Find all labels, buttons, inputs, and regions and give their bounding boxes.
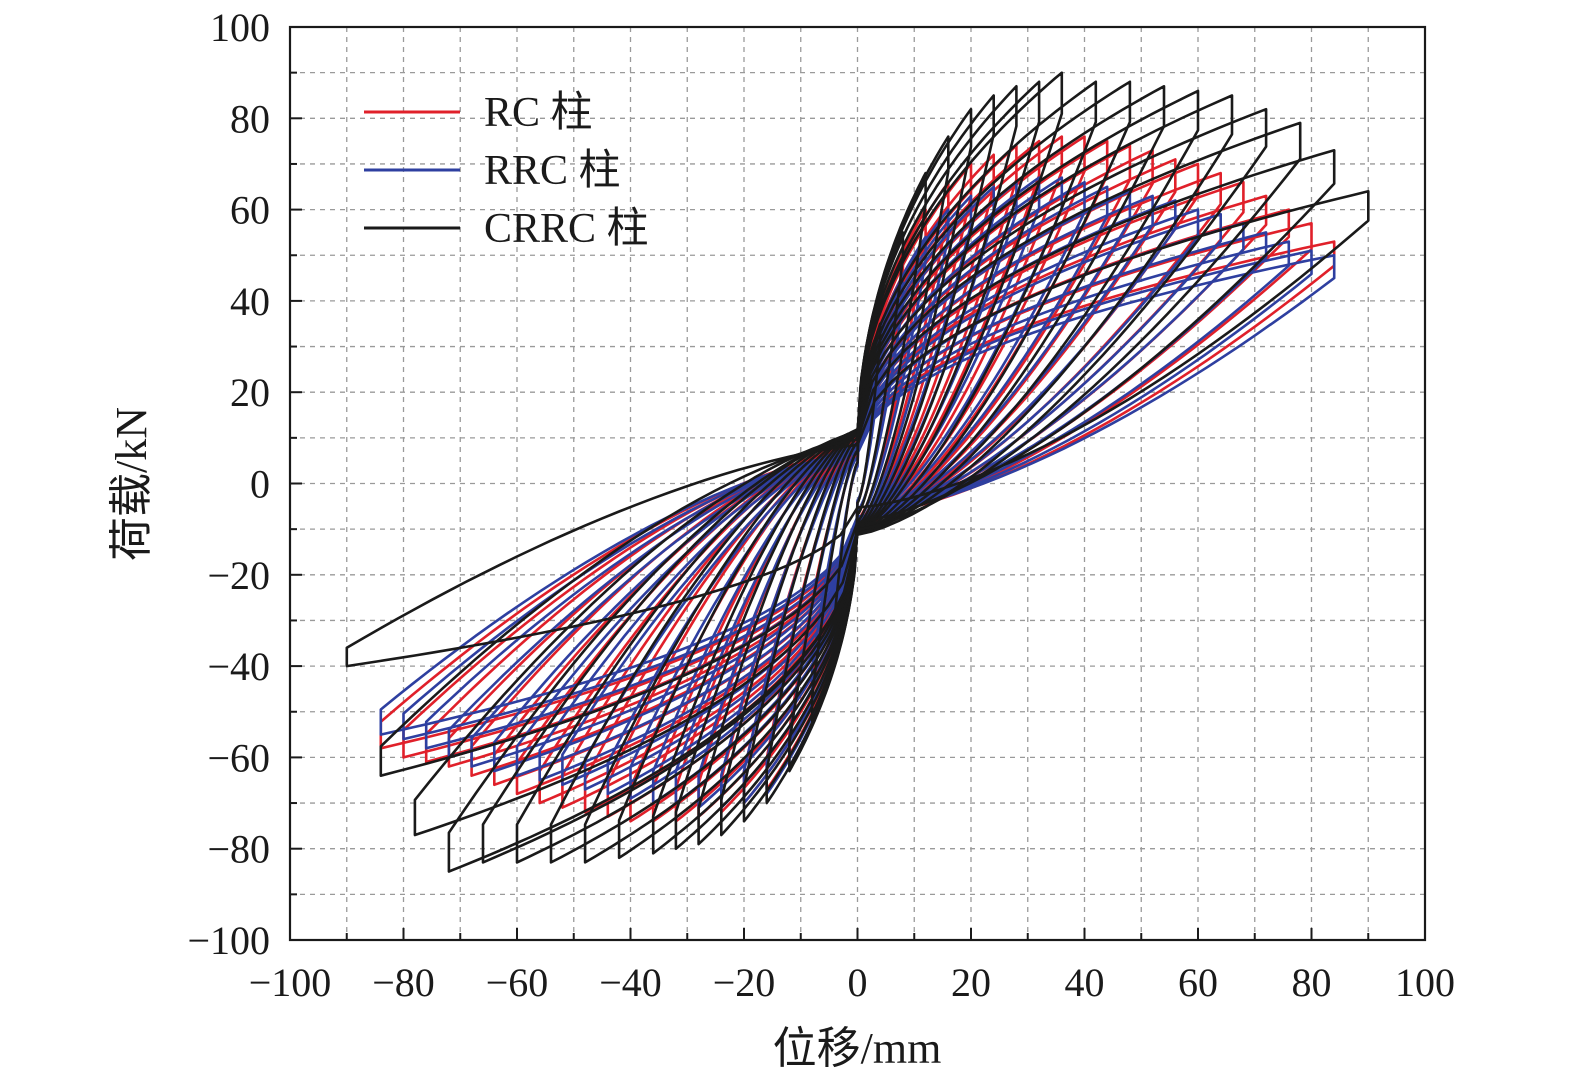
legend-label-rrc: RRC 柱: [484, 148, 621, 194]
y-tick-label: 20: [230, 370, 270, 415]
x-tick-label: −100: [249, 960, 332, 1005]
legend-label-rc: RC 柱: [484, 90, 593, 136]
hysteresis-loop: [742, 107, 973, 823]
plot-area: [345, 71, 1370, 873]
x-tick-label: 80: [1292, 960, 1332, 1005]
hysteresis-loop: [345, 190, 1370, 668]
y-tick-label: −20: [207, 553, 270, 598]
x-tick-label: −20: [713, 960, 776, 1005]
hysteresis-loop: [617, 80, 1098, 860]
y-tick-label: 100: [210, 5, 270, 50]
hysteresis-loop: [651, 71, 1064, 855]
y-tick-label: 80: [230, 96, 270, 141]
hysteresis-loop: [742, 194, 973, 805]
hysteresis-loop: [697, 85, 1018, 846]
hysteresis-loop: [447, 194, 1268, 768]
y-tick-label: 40: [230, 279, 270, 324]
legend-label-crrc: CRRC 柱: [484, 206, 649, 252]
hysteresis-loop: [413, 121, 1302, 837]
x-tick-label: −40: [599, 960, 662, 1005]
series-2: [345, 71, 1370, 873]
y-tick-label: −40: [207, 644, 270, 689]
hysteresis-loop: [720, 94, 995, 837]
x-tick-label: 0: [848, 960, 868, 1005]
hysteresis-loop: [481, 94, 1234, 864]
x-tick-label: −60: [486, 960, 549, 1005]
x-tick-label: 40: [1065, 960, 1105, 1005]
x-tick-label: −80: [372, 960, 435, 1005]
x-axis-title: 位移/mm: [773, 1024, 942, 1073]
legend: RC 柱 RRC 柱 CRRC 柱: [364, 90, 649, 252]
y-axis-title: 荷载/kN: [107, 407, 156, 561]
x-tick-label: 60: [1178, 960, 1218, 1005]
x-tick-label: 100: [1395, 960, 1455, 1005]
hysteresis-loop: [583, 80, 1132, 864]
hysteresis-loop: [674, 80, 1041, 850]
y-axis-tick-labels: −100 −80 −60 −40 −20 0 20 40 60 80 100: [187, 5, 270, 963]
y-tick-label: −60: [207, 735, 270, 780]
axis-ticks: [289, 26, 1426, 941]
x-axis-tick-labels: −100 −80 −60 −40 −20 0 20 40 60 80 100: [249, 960, 1455, 1005]
hysteresis-loop: [379, 149, 1336, 777]
y-tick-label: −80: [207, 827, 270, 872]
hysteresis-loop: [379, 254, 1336, 736]
y-tick-label: −100: [187, 918, 270, 963]
y-tick-label: 60: [230, 188, 270, 233]
hysteresis-loop: [515, 89, 1200, 864]
hysteresis-loop: [447, 107, 1268, 873]
x-tick-label: 20: [951, 960, 991, 1005]
y-tick-label: 0: [250, 462, 270, 507]
